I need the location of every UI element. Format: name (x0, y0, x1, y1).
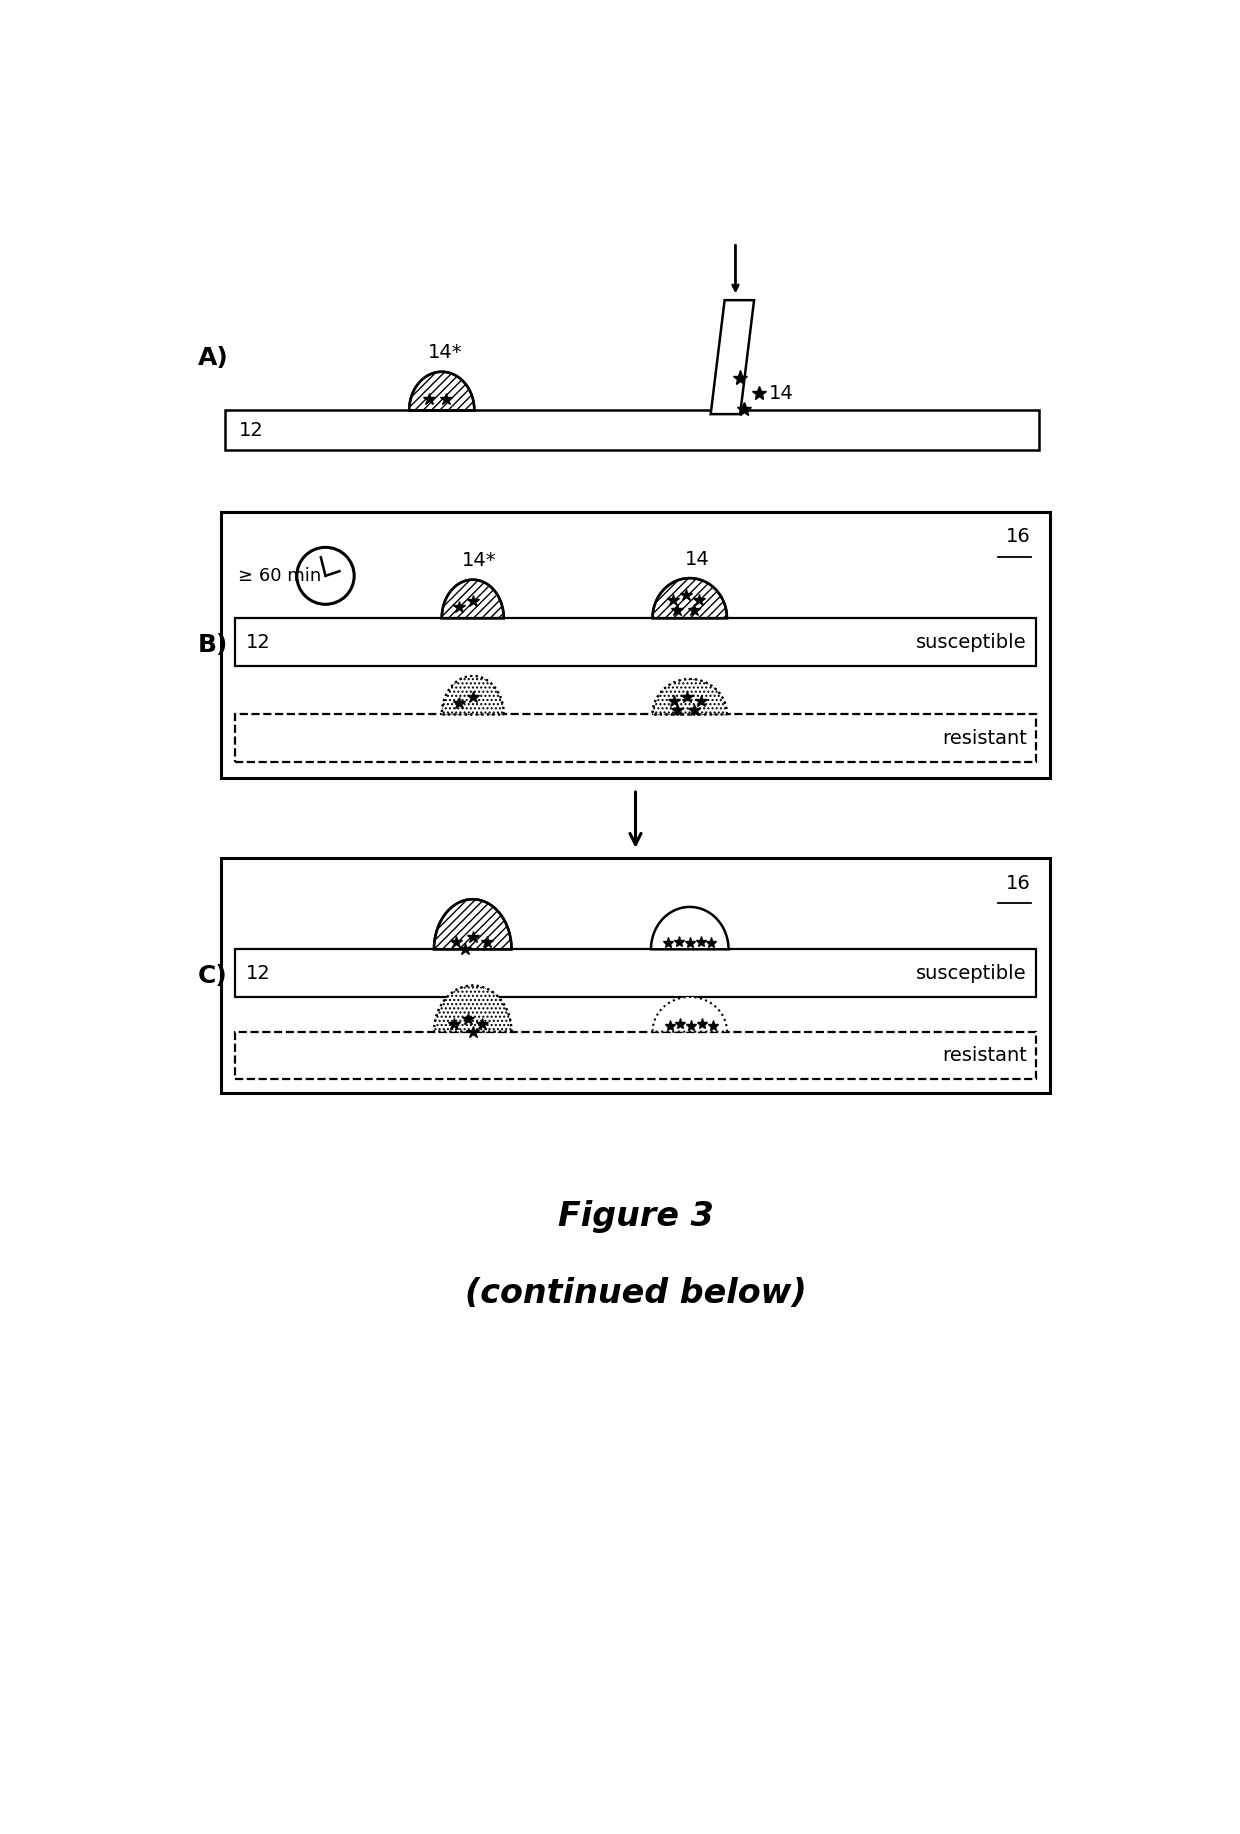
Polygon shape (652, 578, 727, 618)
Circle shape (296, 547, 355, 605)
Text: A): A) (197, 347, 228, 370)
Polygon shape (711, 301, 754, 414)
Text: 12: 12 (246, 633, 270, 651)
Text: 12: 12 (238, 420, 263, 440)
Text: resistant: resistant (942, 1045, 1027, 1066)
Text: C): C) (197, 965, 227, 989)
Text: 14*: 14* (461, 552, 496, 570)
FancyBboxPatch shape (234, 618, 1037, 666)
Text: Figure 3: Figure 3 (558, 1199, 713, 1232)
Polygon shape (652, 998, 727, 1033)
Polygon shape (409, 372, 474, 411)
FancyBboxPatch shape (234, 950, 1037, 998)
Polygon shape (434, 899, 511, 950)
FancyBboxPatch shape (234, 715, 1037, 763)
Text: 16: 16 (1006, 528, 1030, 547)
Text: ≥ 60 min: ≥ 60 min (238, 567, 321, 585)
FancyBboxPatch shape (221, 858, 1050, 1093)
FancyBboxPatch shape (221, 512, 1050, 778)
FancyBboxPatch shape (224, 411, 1039, 451)
Text: (continued below): (continued below) (465, 1276, 806, 1309)
Polygon shape (652, 679, 727, 715)
FancyBboxPatch shape (234, 1033, 1037, 1080)
Polygon shape (441, 677, 503, 715)
Text: 14: 14 (686, 550, 709, 569)
Text: B): B) (197, 633, 228, 657)
Polygon shape (441, 580, 503, 618)
Text: susceptible: susceptible (916, 633, 1027, 651)
Text: resistant: resistant (942, 728, 1027, 748)
Text: 12: 12 (246, 963, 270, 983)
Text: 14*: 14* (428, 343, 463, 361)
Polygon shape (651, 908, 729, 950)
Polygon shape (434, 985, 511, 1033)
Text: 16: 16 (1006, 873, 1030, 893)
Text: 14: 14 (769, 383, 794, 403)
Text: susceptible: susceptible (916, 963, 1027, 983)
